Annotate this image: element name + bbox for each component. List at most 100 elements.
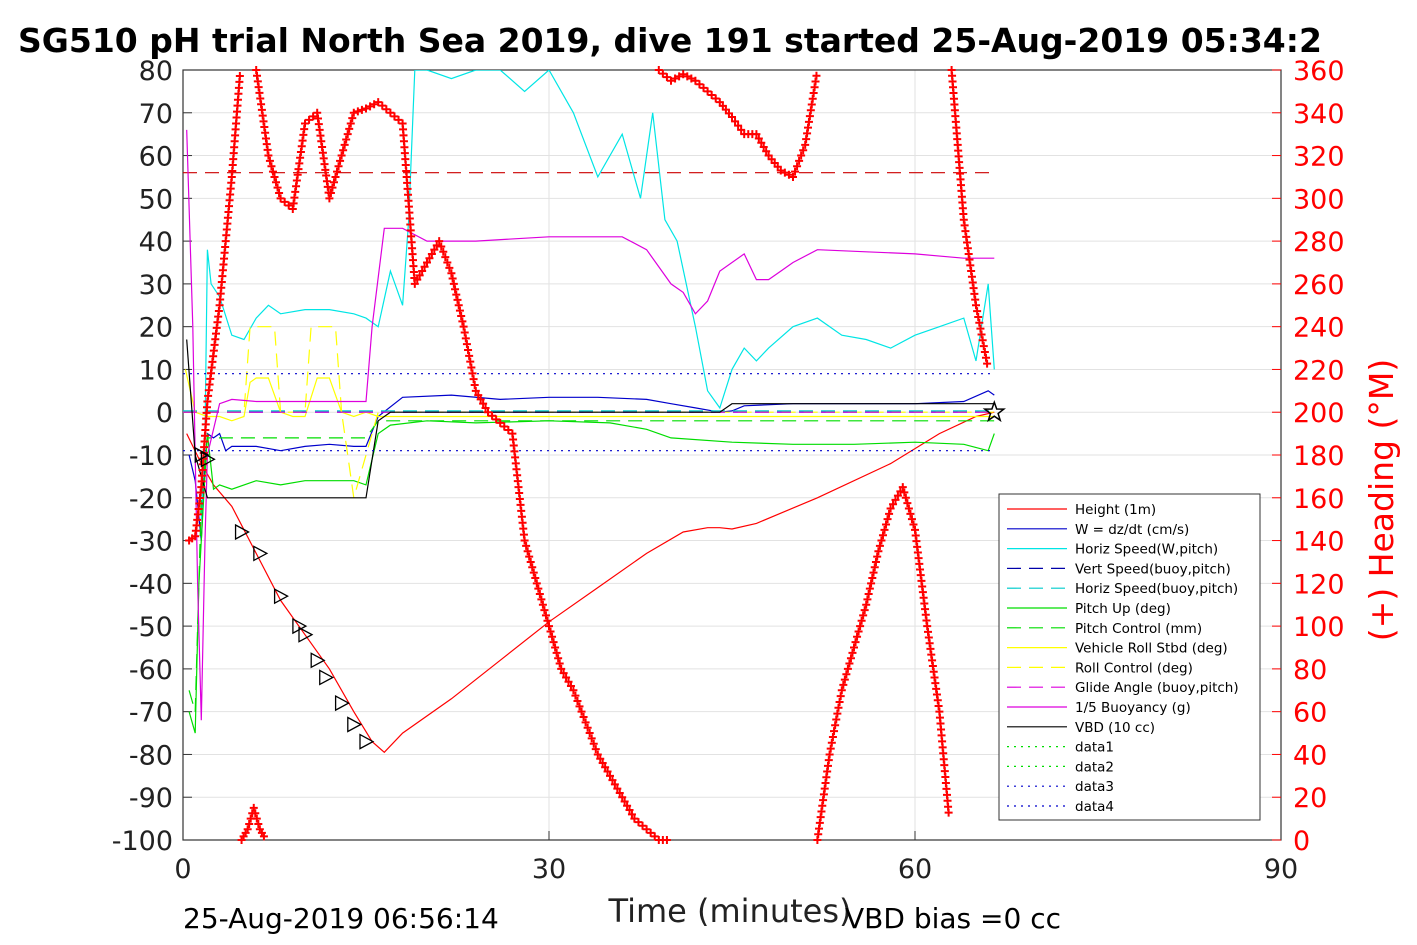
heading-marker [309, 112, 318, 121]
heading-marker [280, 197, 289, 206]
heading-marker [873, 552, 882, 561]
heading-marker [455, 306, 464, 315]
legend-label: data1 [1075, 740, 1114, 756]
heading-marker [762, 147, 771, 156]
heading-marker [893, 491, 902, 500]
heading-marker [979, 342, 988, 351]
heading-marker [610, 780, 619, 789]
heading-marker [452, 290, 461, 299]
heading-marker [658, 69, 667, 78]
heading-marker [460, 328, 469, 337]
heading-marker [552, 648, 561, 657]
heading-marker [825, 750, 834, 759]
heading-marker [504, 426, 513, 435]
heading-marker [603, 767, 612, 776]
heading-marker [642, 825, 651, 834]
y-tick-label: 50 [139, 184, 173, 215]
triangle-marker [359, 733, 375, 750]
heading-marker [531, 573, 540, 582]
heading-marker [420, 262, 429, 271]
heading-marker [601, 763, 610, 772]
heading-marker [886, 504, 895, 513]
y-tick-label: 70 [139, 99, 173, 130]
heading-marker [579, 713, 588, 722]
heading-marker [980, 347, 989, 356]
heading-marker [591, 745, 600, 754]
heading-marker [865, 584, 874, 593]
y-tick-label: 10 [139, 355, 173, 386]
heading-marker [535, 590, 544, 599]
heading-marker [386, 108, 395, 117]
heading-marker [468, 369, 477, 378]
heading-marker [620, 797, 629, 806]
heading-marker [284, 201, 293, 210]
heading-marker [265, 156, 274, 165]
heading-marker [975, 318, 984, 327]
heading-marker [812, 71, 821, 80]
heading-marker [784, 170, 793, 179]
heading-marker [875, 541, 884, 550]
y-right-tick-label: 180 [1293, 441, 1345, 472]
heading-marker [752, 130, 761, 139]
heading-marker [545, 622, 553, 631]
heading-marker [566, 682, 575, 690]
heading-marker [793, 162, 802, 171]
heading-marker [394, 115, 403, 124]
heading-marker [627, 810, 636, 819]
heading-marker [662, 836, 671, 844]
heading-marker [836, 692, 845, 701]
heading-marker [780, 168, 789, 177]
heading-marker [443, 258, 452, 267]
heading-marker [840, 675, 849, 684]
heading-marker [571, 691, 580, 700]
heading-marker [662, 73, 671, 82]
heading-marker [449, 279, 458, 288]
heading-marker [488, 411, 497, 420]
heading-marker [577, 707, 586, 716]
heading-marker [569, 686, 578, 695]
heading-marker [249, 803, 258, 812]
heading-marker [427, 249, 436, 258]
legend-label: Pitch Control (mm) [1075, 621, 1202, 637]
heading-marker [496, 418, 505, 427]
heading-marker [423, 258, 431, 267]
heading-marker [537, 595, 546, 604]
y-tick-label: 20 [139, 313, 173, 344]
legend-label: VBD (10 cc) [1075, 720, 1155, 736]
heading-marker [479, 399, 488, 408]
heading-marker [273, 183, 282, 192]
y-right-tick-label: 160 [1293, 484, 1345, 515]
heading-marker [447, 269, 456, 278]
series-line-2 [200, 70, 995, 520]
heading-marker [687, 74, 696, 83]
heading-marker [630, 814, 639, 823]
heading-marker [675, 72, 684, 81]
heading-marker [909, 520, 918, 529]
y-right-tick-label: 0 [1293, 826, 1310, 857]
y-right-tick-label: 100 [1293, 612, 1345, 643]
heading-marker [854, 627, 863, 636]
heading-marker [555, 659, 564, 668]
heading-marker [695, 80, 704, 89]
heading-marker [589, 739, 598, 748]
heading-marker [679, 70, 688, 79]
heading-marker [623, 801, 632, 810]
heading-marker [799, 146, 808, 155]
heading-marker [268, 167, 277, 176]
heading-marker [831, 721, 840, 730]
heading-marker [874, 547, 883, 556]
heading-marker [596, 754, 605, 763]
heading-marker [728, 113, 736, 122]
heading-marker [944, 808, 953, 817]
x-axis-label: Time (minutes) [608, 892, 852, 930]
heading-marker [526, 557, 535, 566]
heading-marker [789, 172, 797, 181]
heading-marker [357, 105, 366, 114]
y-tick-label: 80 [139, 56, 173, 87]
y-tick-label: -100 [112, 826, 173, 857]
heading-marker [441, 253, 450, 262]
heading-marker [454, 301, 463, 310]
heading-marker [646, 828, 655, 837]
heading-marker [791, 167, 800, 176]
